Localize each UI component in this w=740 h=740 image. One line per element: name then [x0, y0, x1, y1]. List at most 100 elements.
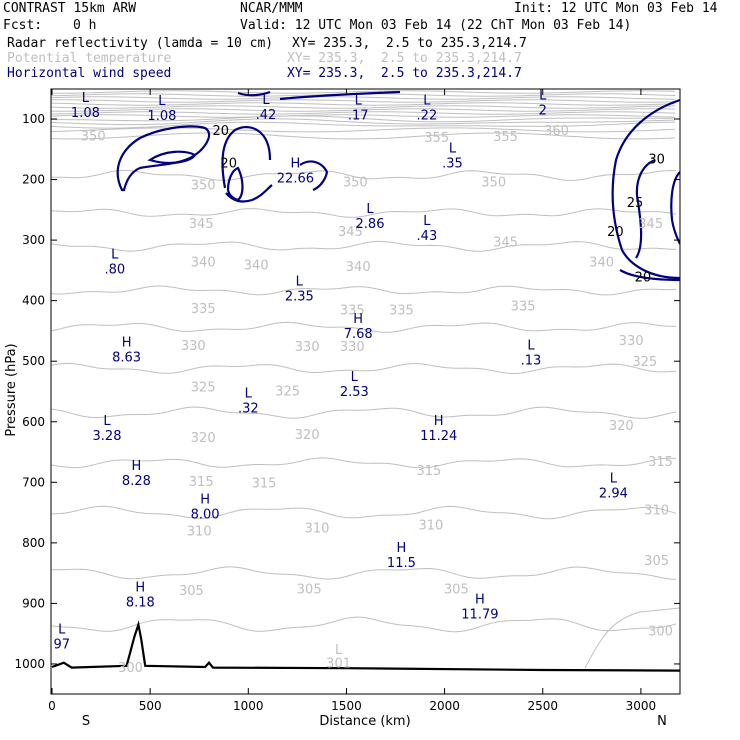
- theta-contour: [51, 127, 676, 133]
- theta-label: L: [335, 643, 343, 658]
- theta-label: 335: [191, 302, 216, 317]
- wind-extremum-value: 22.66: [277, 171, 314, 186]
- wind-extremum-type: L: [610, 471, 618, 486]
- wind-extremum-type: H: [397, 541, 407, 556]
- theta-label: 310: [644, 504, 669, 519]
- y-tick-label: 800: [22, 536, 45, 550]
- wind-extremum-type: L: [103, 414, 111, 429]
- theta-label: 301: [326, 657, 351, 672]
- theta-label: 325: [275, 384, 300, 399]
- wind-contour: [670, 171, 680, 245]
- theta-upper-line: [51, 121, 676, 129]
- wind-contour: [299, 160, 329, 192]
- org-label: NCAR/MMM: [240, 1, 303, 16]
- wind-extremum-value: 97: [54, 638, 71, 653]
- x-axis-label: Distance (km): [319, 714, 410, 729]
- wind-contour: [226, 166, 244, 202]
- wind-contour-label: 20: [213, 124, 230, 139]
- theta-contour-340: [51, 240, 677, 252]
- terrain-line: [51, 620, 680, 672]
- field-wind-name: Horizontal wind speed: [7, 66, 172, 81]
- theta-contour-330: [51, 321, 677, 333]
- theta-upper-line: [51, 114, 676, 118]
- wind-extremum-type: L: [82, 91, 90, 106]
- wind-extremum-type: L: [423, 94, 431, 109]
- wind-extremum-value: 2.53: [340, 385, 369, 400]
- wind-extremum-type: L: [539, 89, 547, 104]
- wind-extremum-value: 2.94: [599, 486, 628, 501]
- field-radar-xy: XY= 235.3, 2.5 to 235.3,214.7: [292, 36, 527, 51]
- wind-extremum-type: H: [122, 336, 132, 351]
- theta-upper-line: [51, 105, 676, 109]
- theta-label: 315: [252, 476, 277, 491]
- wind-extremum-type: L: [366, 202, 374, 217]
- theta-label: 300: [118, 661, 143, 676]
- contour-labels: 355 355 360 350 350 350 350 345 345 345 345 340 340 3…: [54, 89, 673, 676]
- wind-extremum-value: 8.28: [122, 474, 151, 489]
- theta-label: 330: [340, 340, 365, 355]
- theta-label: 350: [481, 175, 506, 190]
- theta-label: 335: [340, 304, 365, 319]
- terrain: [51, 620, 680, 672]
- theta-label: 330: [181, 339, 206, 354]
- wind-extremum-type: L: [111, 247, 119, 262]
- y-tick-label: 500: [22, 354, 45, 368]
- theta-upper-line: [51, 108, 676, 112]
- wind-contour-label: 20: [607, 225, 624, 240]
- theta-label: 335: [511, 300, 536, 315]
- theta-upper-line: [51, 90, 676, 94]
- valid-time: Valid: 12 UTC Mon 03 Feb 14 (22 ChT Mon …: [240, 18, 632, 33]
- wind-extremum-value: 8.63: [112, 351, 141, 366]
- wind-extremum-type: L: [351, 370, 359, 385]
- wind-extremum-value: 8.00: [191, 508, 220, 523]
- wind-extremum-value: .32: [238, 402, 259, 417]
- theta-contour-350: [51, 169, 677, 181]
- wind-extremum-type: H: [132, 459, 142, 474]
- theta-label: 355: [493, 130, 518, 145]
- wind-extremum-value: 3.28: [93, 429, 122, 444]
- theta-label: 305: [297, 582, 322, 597]
- south-end-label: S: [82, 714, 90, 729]
- theta-upper-line: [51, 102, 676, 106]
- field-theta-name: Potential temperature: [7, 51, 172, 66]
- north-end-label: N: [657, 714, 667, 729]
- field-wind-xy: XY= 235.3, 2.5 to 235.3,214.7: [287, 66, 522, 81]
- theta-label: 315: [189, 475, 214, 490]
- theta-label: 310: [305, 522, 330, 537]
- wind-contour: [279, 90, 401, 101]
- x-tick-label: 3000: [626, 699, 657, 713]
- theta-label: 350: [343, 175, 368, 190]
- y-tick-label: 600: [22, 415, 45, 429]
- theta-label: 350: [191, 178, 216, 193]
- x-tick-label: 2000: [429, 699, 460, 713]
- x-tick-label: 0: [48, 699, 56, 713]
- wind-extremum-value: 2: [539, 104, 547, 119]
- theta-label: 325: [191, 381, 216, 396]
- wind-extremum-value: 1.08: [71, 106, 100, 121]
- theta-contour-320: [51, 406, 677, 419]
- x-tick-label: 500: [139, 699, 162, 713]
- theta-contour: [51, 132, 676, 140]
- wind-contour: [147, 150, 197, 165]
- theta-label: 350: [81, 129, 106, 144]
- theta-label: 335: [389, 304, 414, 319]
- wind-extremum-value: 2.86: [356, 217, 385, 232]
- wind-extremum-type: H: [291, 156, 301, 171]
- x-tick-label: 1000: [233, 699, 264, 713]
- wind-extremum-type: L: [245, 387, 253, 402]
- theta-upper-line: [51, 118, 676, 126]
- wind-extremum-type: L: [296, 275, 304, 290]
- theta-label: 345: [338, 225, 363, 240]
- wind-extremum-type: L: [449, 141, 457, 156]
- theta-label: 305: [644, 554, 669, 569]
- axes: 0 500 1000 1500 2000 2500 3000 100 200 300 400 500 6…: [14, 89, 680, 713]
- theta-label: 315: [416, 464, 441, 479]
- wind-extremum-value: 2.35: [285, 290, 314, 305]
- plot-frame: [50, 88, 681, 695]
- theta-label: 315: [648, 455, 673, 470]
- wind-contour: [619, 269, 680, 282]
- wind-contour: [116, 125, 211, 192]
- wind-extremum-type: L: [355, 94, 363, 109]
- wind-contour: [221, 126, 272, 189]
- wind-contour: [237, 90, 271, 97]
